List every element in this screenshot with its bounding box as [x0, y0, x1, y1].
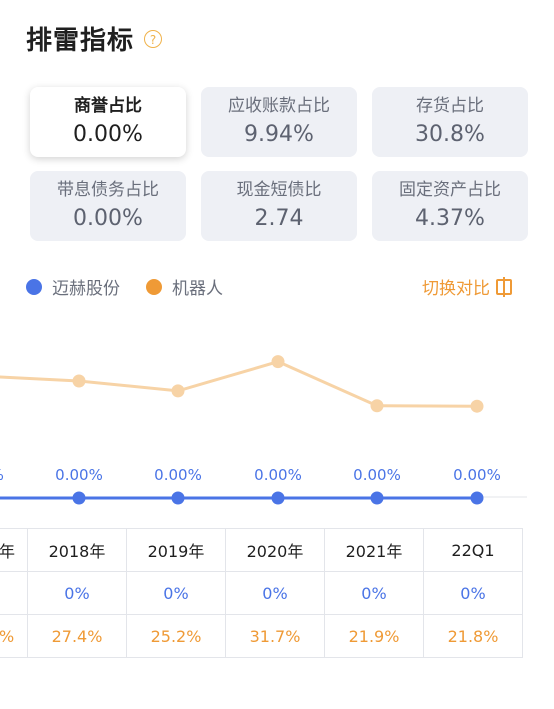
chart-legend: 迈赫股份 机器人 — [26, 274, 249, 299]
compare-icon — [496, 276, 512, 297]
data-label: 0.00% — [0, 466, 4, 484]
card-cash-short-debt-ratio[interactable]: 现金短债比 2.74 — [201, 171, 357, 241]
table-cell: 21.9% — [324, 614, 424, 658]
industry-point — [271, 355, 285, 369]
legend-dot — [146, 278, 162, 295]
company-point — [271, 491, 285, 505]
table-cell: 2021年 — [324, 528, 424, 572]
card-value: 0.00% — [73, 122, 143, 147]
header: 排雷指标 ? — [26, 20, 163, 57]
card-value: 0.00% — [73, 206, 143, 231]
indicator-cards: 商誉占比 0.00% 应收账款占比 9.94% 存货占比 30.8% 带息债务占… — [30, 87, 528, 241]
table-cell — [0, 571, 28, 615]
card-inventory-ratio[interactable]: 存货占比 30.8% — [372, 87, 528, 157]
data-label: 0.00% — [254, 466, 302, 484]
card-label: 现金短债比 — [236, 180, 322, 200]
card-value: 30.8% — [415, 122, 485, 147]
table-cell: 2018年 — [27, 528, 127, 572]
table-cell: 31.7% — [225, 614, 325, 658]
table-cell: 22Q1 — [423, 528, 523, 572]
data-label: 0.00% — [55, 466, 103, 484]
card-value: 9.94% — [244, 122, 314, 147]
card-fixed-assets-ratio[interactable]: 固定资产占比 4.37% — [372, 171, 528, 241]
legend-item-company: 迈赫股份 — [26, 274, 120, 299]
table-cell: 27.4% — [27, 614, 127, 658]
card-label: 应收账款占比 — [228, 96, 330, 116]
card-goodwill-ratio[interactable]: 商誉占比 0.00% — [30, 87, 186, 157]
line-chart: 0.00% 0.00% 0.00% 0.00% 0.00% 0.00% — [0, 355, 527, 505]
table-cell: 年 — [0, 528, 28, 572]
legend-label: 迈赫股份 — [52, 279, 120, 299]
table-cell: 0% — [27, 571, 127, 615]
page-title: 排雷指标 — [26, 26, 135, 56]
industry-point — [370, 399, 384, 413]
switch-compare-button[interactable]: 切换对比 — [422, 274, 512, 299]
company-point — [72, 491, 86, 505]
data-label: 0.00% — [353, 466, 401, 484]
data-label: 0.00% — [154, 466, 202, 484]
table-cell: 0% — [126, 571, 226, 615]
industry-series-line — [0, 360, 478, 408]
table-cell: 2019年 — [126, 528, 226, 572]
table-cell: 2020年 — [225, 528, 325, 572]
industry-point — [72, 374, 86, 388]
card-label: 商誉占比 — [74, 96, 142, 116]
industry-point — [171, 384, 185, 398]
card-interest-debt-ratio[interactable]: 带息债务占比 0.00% — [30, 171, 186, 241]
legend-item-industry: 机器人 — [146, 274, 223, 299]
data-label: 0.00% — [453, 466, 501, 484]
switch-label: 切换对比 — [422, 279, 490, 299]
table-cell: 0% — [324, 571, 424, 615]
company-point — [470, 491, 484, 505]
help-icon[interactable]: ? — [144, 29, 163, 48]
card-label: 固定资产占比 — [399, 180, 501, 200]
card-value: 2.74 — [254, 206, 304, 231]
table-cell: 21.8% — [423, 614, 523, 658]
card-value: 4.37% — [415, 206, 485, 231]
company-point — [171, 491, 185, 505]
table-cell: % — [0, 614, 28, 658]
table-row-company: 0% 0% 0% 0% 0% — [0, 571, 523, 615]
card-label: 存货占比 — [416, 96, 484, 116]
industry-point — [470, 399, 484, 413]
legend-label: 机器人 — [172, 279, 223, 299]
data-table: 年 2018年 2019年 2020年 2021年 22Q1 0% 0% 0% … — [0, 528, 523, 658]
company-point — [370, 491, 384, 505]
table-cell: 0% — [423, 571, 523, 615]
table-row-industry: % 27.4% 25.2% 31.7% 21.9% 21.8% — [0, 614, 523, 658]
table-cell: 25.2% — [126, 614, 226, 658]
table-row-years: 年 2018年 2019年 2020年 2021年 22Q1 — [0, 528, 523, 572]
legend-dot — [26, 278, 42, 295]
card-receivables-ratio[interactable]: 应收账款占比 9.94% — [201, 87, 357, 157]
card-label: 带息债务占比 — [57, 180, 159, 200]
table-cell: 0% — [225, 571, 325, 615]
